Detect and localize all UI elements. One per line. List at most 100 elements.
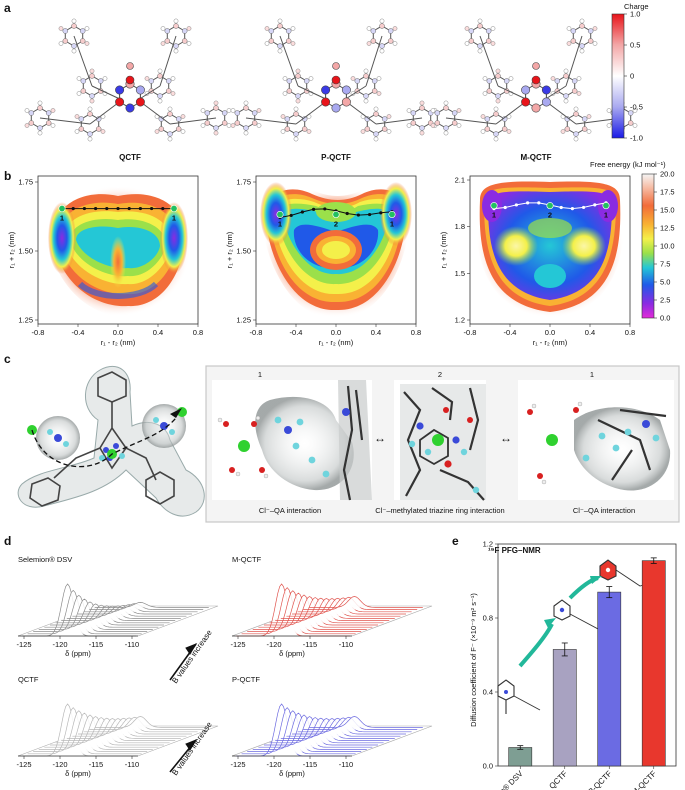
state-point-1-0	[276, 210, 284, 218]
spectrum-xlabel-1: δ (ppm)	[279, 649, 305, 658]
charge-tick-4: -1.0	[630, 134, 643, 143]
spectrum-xtick-1-2: -115	[303, 640, 317, 649]
state-point-2-2	[602, 202, 610, 210]
spectrum-xlabel-2: δ (ppm)	[65, 769, 91, 778]
free-energy-colorbar-title: Free energy (kJ mol⁻¹)	[590, 160, 666, 169]
category-label-2: P-QCTF	[586, 769, 613, 790]
b-value-arrow-top: B values increase	[169, 628, 214, 685]
panel-label-b: b	[4, 169, 11, 183]
b-xlabel-1: r₁ - r₂ (nm)	[319, 338, 354, 347]
state-label-2-0: 1	[492, 211, 496, 220]
b-xtick-2-4: 0.8	[625, 328, 635, 337]
molecule-name-mqctf: M-QCTF	[520, 153, 551, 162]
spectrum-xtick-2-0: -125	[16, 760, 31, 769]
panel-label-c: c	[4, 352, 11, 366]
spectrum-3: P-QCTF -125 -120 -115 -110 δ (ppm)	[230, 675, 433, 778]
b-xtick-1-4: 0.8	[411, 328, 421, 337]
b-xtick-2-1: -0.4	[504, 328, 517, 337]
state-label-1-0: 1	[278, 219, 282, 228]
molecule-sketch-1	[24, 18, 232, 142]
b-ytick-1-0: 1.75	[236, 178, 251, 187]
snapshot-state-1-right: 1	[590, 370, 594, 379]
spectrum-name-2: QCTF	[18, 675, 39, 684]
spectrum-xtick-3-1: -120	[266, 760, 281, 769]
spectrum-0: Selemion® DSV -125 -120 -115 -110 δ (ppm)	[16, 555, 219, 658]
b-value-arrow-bottom-head	[185, 738, 198, 751]
bar-2	[597, 591, 622, 767]
state-label-0-1: 1	[172, 214, 176, 223]
charge-tick-1: 0.5	[630, 41, 640, 50]
chart-title: ¹⁹F PFG–NMR	[488, 546, 541, 555]
spectrum-2: QCTF -125 -120 -115 -110 δ (ppm)	[16, 675, 219, 778]
b-xtick-0-1: -0.4	[72, 328, 85, 337]
b-ytick-0-1: 1.50	[18, 247, 33, 256]
category-label-0: Selemion® DSV	[477, 769, 525, 790]
state-label-1-2: 1	[390, 219, 394, 228]
state-label-0-0: 1	[60, 214, 64, 223]
charge-colorbar-title: Charge	[624, 2, 649, 11]
b-ytick-2-0: 2.1	[455, 176, 465, 185]
molecule-name-pqctf: P-QCTF	[321, 153, 351, 162]
diffusion-bar-chart: ¹⁹F PFG–NMR Diffusion coefficient of F⁻ …	[469, 540, 677, 790]
spectrum-xtick-0-2: -115	[89, 640, 103, 649]
spectrum-xtick-2-2: -115	[89, 760, 103, 769]
bar-3	[641, 560, 666, 767]
spectrum-xtick-2-1: -120	[52, 760, 67, 769]
spectrum-xlabel-0: δ (ppm)	[65, 649, 91, 658]
state-label-2-1: 2	[548, 211, 552, 220]
molecule-sketch-3	[430, 18, 638, 142]
bar-1	[552, 649, 577, 767]
fe-tick-4: 10.0	[660, 242, 675, 251]
category-label-3: M-QCTF	[630, 769, 658, 790]
fe-tick-3: 12.5	[660, 224, 675, 233]
b-ytick-2-1: 1.8	[455, 222, 465, 231]
chart-frame	[497, 543, 677, 767]
inset-structure-sketch	[497, 559, 661, 714]
panel-label-a: a	[4, 1, 11, 15]
b-ytick-2-2: 1.5	[455, 269, 465, 278]
charge-tick-0: 1.0	[630, 10, 640, 19]
caption-cl-triazine: Cl⁻–methylated triazine ring interaction	[375, 506, 504, 515]
snapshot-state-2: 2	[438, 370, 442, 379]
b-xlabel-0: r₁ - r₂ (nm)	[101, 338, 136, 347]
free-energy-map-mqctf	[469, 175, 631, 325]
b-ytick-0-2: 1.25	[18, 316, 33, 325]
chart-ytick-1: 0.4	[483, 688, 493, 697]
b-xtick-1-3: 0.4	[371, 328, 381, 337]
fe-tick-1: 17.5	[660, 188, 675, 197]
spectrum-name-3: P-QCTF	[232, 675, 260, 684]
state-point-1-1	[332, 210, 340, 218]
b-ylabel-1: r₁ + r₂ (nm)	[225, 231, 234, 268]
b-xlabel-2: r₁ - r₂ (nm)	[533, 338, 568, 347]
bar-0	[508, 747, 533, 767]
b-xtick-2-2: 0.0	[545, 328, 555, 337]
spectrum-xtick-0-3: -110	[125, 640, 139, 649]
state-point-1-2	[388, 210, 396, 218]
fe-tick-2: 15.0	[660, 206, 675, 215]
free-energy-map-qctf	[37, 175, 199, 325]
min-energy-path-1	[279, 208, 393, 218]
free-energy-map-pqctf	[255, 175, 417, 325]
spectrum-xtick-1-3: -110	[339, 640, 353, 649]
state-label-2-2: 1	[604, 211, 608, 220]
charge-tick-2: 0	[630, 72, 634, 81]
b-values-label-bottom: B values increase	[170, 720, 214, 777]
spectrum-xlabel-3: δ (ppm)	[279, 769, 305, 778]
molecule-name-qctf: QCTF	[119, 153, 141, 162]
b-xtick-0-0: -0.8	[32, 328, 45, 337]
spectrum-xtick-3-0: -125	[230, 760, 245, 769]
spectrum-xtick-2-3: -110	[125, 760, 139, 769]
snapshot-1-right	[518, 380, 674, 500]
spectrum-name-1: M-QCTF	[232, 555, 262, 564]
snapshot-state-1-left: 1	[258, 370, 262, 379]
b-xtick-1-0: -0.8	[250, 328, 263, 337]
snapshot-1-left	[212, 380, 372, 501]
b-ytick-1-1: 1.50	[236, 247, 251, 256]
chloride-transport-illustration	[17, 365, 205, 517]
molecule-sketch-2	[230, 18, 438, 142]
spectrum-name-0: Selemion® DSV	[18, 555, 72, 564]
chart-ytick-3: 1.2	[483, 540, 493, 549]
b-xtick-1-1: -0.4	[290, 328, 303, 337]
panel-label-e: e	[452, 534, 459, 548]
b-xtick-0-2: 0.0	[113, 328, 123, 337]
